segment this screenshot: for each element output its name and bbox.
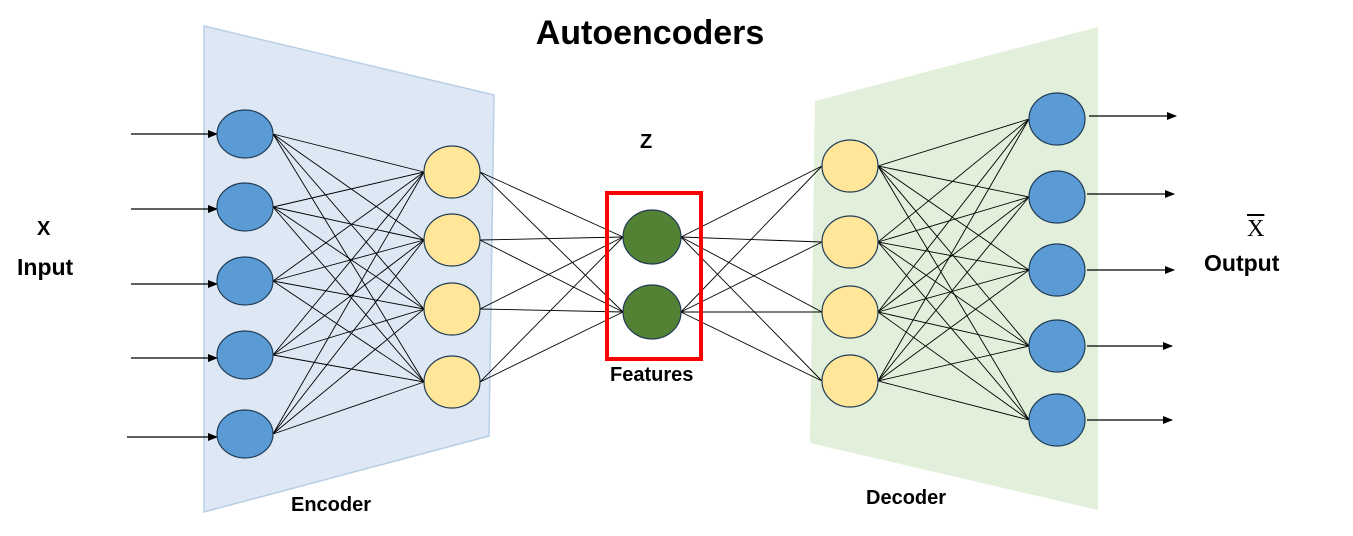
edge-enc-hidden-1-to-latent-2 bbox=[479, 171, 624, 313]
decoder-trapezoid bbox=[810, 27, 1098, 510]
encoder-label: Encoder bbox=[291, 494, 372, 516]
dec-hidden-node-4 bbox=[821, 354, 879, 408]
edge-dec-hidden-4-to-output-4 bbox=[877, 345, 1030, 382]
edge-dec-hidden-3-to-output-2 bbox=[877, 196, 1030, 313]
edge-enc-hidden-4-to-latent-2 bbox=[479, 311, 624, 383]
dec-hidden-node-3 bbox=[821, 285, 879, 339]
edge-input-1-to-enc-hidden-1 bbox=[272, 133, 425, 173]
edge-dec-hidden-4-to-output-1 bbox=[877, 118, 1030, 382]
edge-input-1-to-enc-hidden-3 bbox=[272, 133, 425, 310]
enc-hidden-node-3 bbox=[423, 282, 481, 336]
decoder-label: Decoder bbox=[866, 487, 947, 509]
edge-dec-hidden-2-to-output-2 bbox=[877, 196, 1030, 243]
edge-dec-hidden-4-to-output-2 bbox=[877, 196, 1030, 382]
output-node-4 bbox=[1028, 319, 1086, 373]
edge-input-2-to-enc-hidden-4 bbox=[272, 206, 425, 383]
edge-input-4-to-enc-hidden-4 bbox=[272, 354, 425, 383]
output-node-5 bbox=[1028, 393, 1086, 447]
input-node-1 bbox=[216, 109, 274, 159]
edge-dec-hidden-4-to-output-5 bbox=[877, 380, 1030, 421]
edge-input-2-to-enc-hidden-1 bbox=[272, 171, 425, 208]
edge-enc-hidden-1-to-latent-1 bbox=[479, 171, 624, 238]
edge-dec-hidden-1-to-output-3 bbox=[877, 165, 1030, 271]
edge-input-4-to-enc-hidden-1 bbox=[272, 171, 425, 356]
edge-enc-hidden-4-to-latent-1 bbox=[479, 236, 624, 383]
edge-input-3-to-enc-hidden-4 bbox=[272, 280, 425, 383]
features-label: Features bbox=[610, 364, 694, 386]
latent-node-1 bbox=[622, 209, 682, 265]
output-symbol: X bbox=[1247, 216, 1265, 242]
edge-latent-1-to-dec-hidden-1 bbox=[680, 165, 823, 238]
latent-symbol: Z bbox=[640, 131, 653, 153]
enc-hidden-node-2 bbox=[423, 213, 481, 267]
edge-dec-hidden-1-to-output-1 bbox=[877, 118, 1030, 167]
input-node-3 bbox=[216, 256, 274, 306]
dec-hidden-node-1 bbox=[821, 139, 879, 193]
input-symbol: X bbox=[37, 218, 51, 240]
edge-input-4-to-enc-hidden-2 bbox=[272, 239, 425, 356]
edge-dec-hidden-2-to-output-3 bbox=[877, 241, 1030, 271]
edge-dec-hidden-2-to-output-5 bbox=[877, 241, 1030, 421]
input-node-5 bbox=[216, 409, 274, 459]
edge-dec-hidden-1-to-output-5 bbox=[877, 165, 1030, 421]
edge-input-2-to-enc-hidden-2 bbox=[272, 206, 425, 241]
edge-input-5-to-enc-hidden-1 bbox=[272, 171, 425, 435]
edge-dec-hidden-3-to-output-4 bbox=[877, 311, 1030, 347]
edge-dec-hidden-3-to-output-3 bbox=[877, 269, 1030, 313]
connection-lines bbox=[272, 118, 1030, 435]
diagram-title: Autoencoders bbox=[535, 14, 765, 52]
edge-enc-hidden-3-to-latent-2 bbox=[479, 308, 624, 313]
edge-latent-1-to-dec-hidden-3 bbox=[680, 236, 823, 313]
edge-input-3-to-enc-hidden-2 bbox=[272, 239, 425, 282]
edge-latent-2-to-dec-hidden-1 bbox=[680, 165, 823, 313]
enc-hidden-node-4 bbox=[423, 355, 481, 409]
edge-enc-hidden-2-to-latent-1 bbox=[479, 236, 624, 241]
output-node-3 bbox=[1028, 243, 1086, 297]
enc-hidden-node-1 bbox=[423, 145, 481, 199]
input-label: Input bbox=[17, 254, 74, 280]
output-node-1 bbox=[1028, 92, 1086, 146]
features-highlight-box bbox=[605, 191, 703, 361]
dec-hidden-node-2 bbox=[821, 215, 879, 269]
edge-enc-hidden-2-to-latent-2 bbox=[479, 239, 624, 313]
edge-input-5-to-enc-hidden-2 bbox=[272, 239, 425, 435]
edge-dec-hidden-3-to-output-5 bbox=[877, 311, 1030, 421]
edge-dec-hidden-2-to-output-4 bbox=[877, 241, 1030, 347]
output-label: Output bbox=[1204, 250, 1280, 276]
edge-dec-hidden-3-to-output-1 bbox=[877, 118, 1030, 313]
edge-latent-2-to-dec-hidden-2 bbox=[680, 241, 823, 313]
encoder-trapezoid bbox=[203, 25, 495, 513]
edge-input-4-to-enc-hidden-3 bbox=[272, 308, 425, 356]
edge-dec-hidden-2-to-output-1 bbox=[877, 118, 1030, 243]
edge-input-5-to-enc-hidden-4 bbox=[272, 381, 425, 435]
edge-enc-hidden-3-to-latent-1 bbox=[479, 236, 624, 310]
edge-input-2-to-enc-hidden-3 bbox=[272, 206, 425, 310]
edge-input-3-to-enc-hidden-3 bbox=[272, 280, 425, 310]
edge-latent-1-to-dec-hidden-4 bbox=[680, 236, 823, 382]
edge-dec-hidden-4-to-output-3 bbox=[877, 269, 1030, 382]
io-arrows bbox=[127, 112, 1177, 441]
output-node-2 bbox=[1028, 170, 1086, 224]
input-node-2 bbox=[216, 182, 274, 232]
edge-latent-2-to-dec-hidden-4 bbox=[680, 311, 823, 382]
edge-dec-hidden-1-to-output-2 bbox=[877, 165, 1030, 198]
input-node-4 bbox=[216, 330, 274, 380]
edge-input-5-to-enc-hidden-3 bbox=[272, 308, 425, 435]
edge-input-3-to-enc-hidden-1 bbox=[272, 171, 425, 282]
edge-input-1-to-enc-hidden-2 bbox=[272, 133, 425, 241]
network-nodes bbox=[216, 92, 1086, 459]
latent-node-2 bbox=[622, 284, 682, 340]
